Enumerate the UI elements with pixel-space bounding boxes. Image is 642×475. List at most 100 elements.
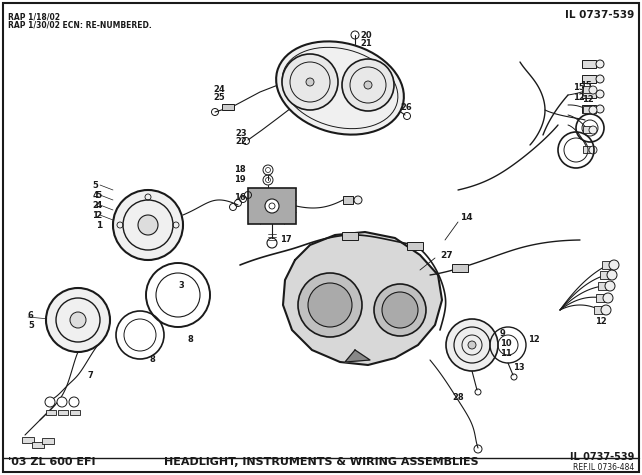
Bar: [582, 105, 596, 113]
Bar: [583, 106, 593, 113]
Text: IL 0737-539: IL 0737-539: [565, 10, 634, 20]
Bar: [596, 294, 608, 302]
Circle shape: [607, 270, 617, 280]
Text: 4: 4: [92, 190, 98, 200]
Text: 14: 14: [460, 213, 473, 222]
Circle shape: [342, 59, 394, 111]
Circle shape: [596, 75, 604, 83]
Bar: [407, 242, 423, 250]
Text: '03 ZL 600 EFI: '03 ZL 600 EFI: [8, 457, 96, 467]
Bar: [583, 126, 593, 133]
Circle shape: [138, 215, 158, 235]
Circle shape: [57, 397, 67, 407]
Circle shape: [605, 281, 615, 291]
Bar: [70, 410, 80, 415]
Circle shape: [468, 341, 476, 349]
Text: 5: 5: [96, 190, 102, 200]
Text: 15: 15: [573, 83, 585, 92]
Text: 8: 8: [150, 355, 156, 364]
Text: 20: 20: [360, 30, 372, 39]
Ellipse shape: [276, 41, 404, 134]
Text: 19: 19: [234, 175, 246, 184]
Polygon shape: [283, 232, 442, 365]
Text: RAP 1/18/02: RAP 1/18/02: [8, 12, 60, 21]
Text: IL 0737-539: IL 0737-539: [569, 452, 634, 462]
Circle shape: [46, 288, 110, 352]
Text: REF.IL 0736-484: REF.IL 0736-484: [573, 463, 634, 472]
Text: 12: 12: [595, 317, 607, 326]
Bar: [248, 188, 296, 224]
Bar: [32, 442, 44, 448]
Text: 8: 8: [188, 335, 194, 344]
Text: 28: 28: [452, 393, 464, 402]
Text: HEADLIGHT, INSTRUMENTS & WIRING ASSEMBLIES: HEADLIGHT, INSTRUMENTS & WIRING ASSEMBLI…: [164, 457, 478, 467]
Circle shape: [45, 397, 55, 407]
Bar: [343, 196, 353, 204]
Text: 12: 12: [573, 93, 585, 102]
Text: 13: 13: [513, 362, 525, 371]
Bar: [222, 104, 234, 110]
Text: 15: 15: [580, 80, 592, 89]
Circle shape: [113, 190, 183, 260]
Bar: [342, 232, 358, 240]
Circle shape: [589, 126, 597, 134]
Text: 26: 26: [400, 103, 412, 112]
Text: 18: 18: [234, 165, 246, 174]
Circle shape: [596, 60, 604, 68]
Text: 11: 11: [500, 349, 512, 358]
Text: 1: 1: [96, 220, 102, 229]
Bar: [582, 75, 596, 83]
Text: 16: 16: [234, 193, 246, 202]
Text: 3: 3: [178, 281, 184, 289]
Bar: [582, 90, 596, 98]
Circle shape: [298, 273, 362, 337]
Text: 23: 23: [235, 129, 247, 137]
Circle shape: [354, 196, 362, 204]
Text: 22: 22: [235, 136, 247, 145]
Circle shape: [603, 293, 613, 303]
Text: 2: 2: [92, 200, 98, 209]
Text: 7: 7: [88, 370, 94, 380]
Text: 25: 25: [213, 94, 225, 103]
Text: 17: 17: [280, 236, 291, 245]
Circle shape: [308, 283, 352, 327]
Bar: [602, 261, 614, 269]
Bar: [600, 271, 612, 279]
Circle shape: [282, 54, 338, 110]
Circle shape: [69, 397, 79, 407]
Bar: [22, 437, 34, 443]
Text: 2: 2: [96, 210, 102, 219]
Circle shape: [589, 86, 597, 94]
Text: 9: 9: [500, 329, 506, 338]
Bar: [46, 410, 56, 415]
Circle shape: [382, 292, 418, 328]
Text: 12: 12: [528, 335, 540, 344]
Bar: [452, 264, 468, 272]
Text: 5: 5: [28, 321, 34, 330]
Bar: [594, 306, 606, 314]
Circle shape: [589, 146, 597, 154]
Circle shape: [609, 260, 619, 270]
Bar: [42, 438, 54, 444]
Text: 4: 4: [96, 200, 102, 209]
Circle shape: [265, 199, 279, 213]
Circle shape: [374, 284, 426, 336]
Bar: [583, 146, 593, 153]
Bar: [598, 282, 610, 290]
Circle shape: [306, 78, 314, 86]
Bar: [58, 410, 68, 415]
Circle shape: [596, 90, 604, 98]
Circle shape: [364, 81, 372, 89]
Polygon shape: [345, 350, 370, 362]
Bar: [582, 60, 596, 68]
Text: 27: 27: [440, 250, 453, 259]
Circle shape: [70, 312, 86, 328]
Circle shape: [596, 105, 604, 113]
Text: 1: 1: [92, 210, 98, 219]
Text: 12: 12: [582, 95, 594, 104]
Circle shape: [446, 319, 498, 371]
Bar: [583, 86, 593, 93]
Text: 5: 5: [92, 180, 98, 190]
Circle shape: [601, 305, 611, 315]
Text: RAP 1/30/02 ECN: RE-NUMBERED.: RAP 1/30/02 ECN: RE-NUMBERED.: [8, 20, 152, 29]
